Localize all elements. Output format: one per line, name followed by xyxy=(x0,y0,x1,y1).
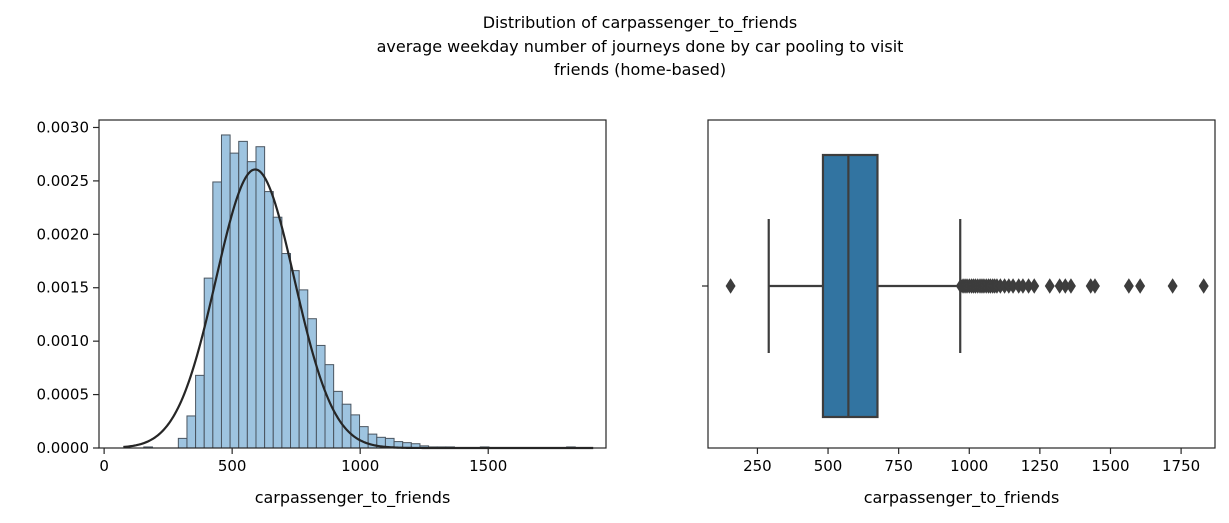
histogram-bar xyxy=(255,146,266,449)
boxplot-outlier xyxy=(1044,278,1055,294)
histogram-y-tick-label: 0.0030 xyxy=(37,118,90,136)
figure-title: Distribution of carpassenger_to_friends … xyxy=(377,13,904,79)
histogram-bar xyxy=(359,426,369,449)
histogram-y-axis: 0.0000 0.0005 0.0010 0.0015 0.0020 0.0025 0.00… xyxy=(37,118,99,457)
boxplot-outlier xyxy=(1167,278,1178,294)
histogram-y-tick-label: 0.0005 xyxy=(37,386,90,404)
boxplot-x-tick-label: 1750 xyxy=(1162,457,1200,475)
boxplot-chart: 250 500 750 1000 1250 1500 1750 carpassenger_t… xyxy=(702,119,1216,508)
boxplot-x-axis: 250 500 750 1000 1250 1500 1750 xyxy=(702,285,1200,475)
histogram-bars xyxy=(143,134,576,449)
histogram-bar xyxy=(186,415,197,449)
histogram-chart: 0 500 1000 1500 0.00000.00050.00100.00150.0… xyxy=(37,118,607,508)
boxplot-outlier xyxy=(1089,278,1100,294)
histogram-bar xyxy=(350,414,361,449)
figure-title-line-1: Distribution of carpassenger_to_friends xyxy=(483,13,798,33)
histogram-x-axis-label: carpassenger_to_friends xyxy=(255,488,451,508)
boxplot-outlier xyxy=(1065,278,1076,294)
boxplot-outlier xyxy=(725,278,736,294)
boxplot-x-tick-label: 1500 xyxy=(1091,457,1129,475)
boxplot-x-tick-label: 1000 xyxy=(950,457,988,475)
histogram-x-tick-label: 1000 xyxy=(341,457,379,475)
boxplot-outlier xyxy=(1029,278,1040,294)
boxplot-x-tick-label: 1250 xyxy=(1021,457,1059,475)
boxplot-axes-frame xyxy=(707,119,1216,449)
figure-title-line-3: friends (home-based) xyxy=(554,60,726,79)
histogram-y-tick-label: 0.0015 xyxy=(37,279,90,297)
histogram-bar xyxy=(220,134,231,449)
histogram-bar xyxy=(272,216,283,449)
histogram-x-tick-label: 0 xyxy=(99,457,109,475)
fitted-normal-curve xyxy=(123,168,594,450)
boxplot-x-tick-label: 750 xyxy=(884,457,913,475)
histogram-y-tick-label: 0.0025 xyxy=(37,172,90,190)
boxplot-outlier xyxy=(1135,278,1146,294)
histogram-bar xyxy=(195,374,205,449)
histogram-x-tick-label: 1500 xyxy=(469,457,507,475)
histogram-axes-frame xyxy=(98,119,607,449)
histogram-bar xyxy=(281,253,292,449)
boxplot-x-tick-label: 250 xyxy=(743,457,772,475)
boxplot-marks xyxy=(767,153,962,419)
boxplot-outliers xyxy=(725,278,1209,294)
histogram-bar xyxy=(315,344,326,449)
histogram-y-tick-label: 0.0020 xyxy=(37,225,90,243)
histogram-bar xyxy=(203,277,214,449)
histogram-x-axis: 0 500 1000 1500 xyxy=(99,448,507,475)
boxplot-box xyxy=(821,153,879,419)
histogram-bar xyxy=(264,191,274,449)
boxplot-x-tick-label: 500 xyxy=(814,457,843,475)
figure-title-line-2: average weekday number of journeys done … xyxy=(377,37,904,56)
boxplot-outlier xyxy=(1198,278,1209,294)
histogram-y-tick-label: 0.0000 xyxy=(37,439,90,457)
histogram-bar xyxy=(177,437,188,449)
histogram-bar xyxy=(246,161,257,449)
histogram-y-tick-label: 0.0010 xyxy=(37,332,90,350)
histogram-bar xyxy=(212,181,222,449)
boxplot-outlier xyxy=(1123,278,1134,294)
histogram-x-tick-label: 500 xyxy=(218,457,247,475)
boxplot-x-axis-label: carpassenger_to_friends xyxy=(864,488,1060,508)
